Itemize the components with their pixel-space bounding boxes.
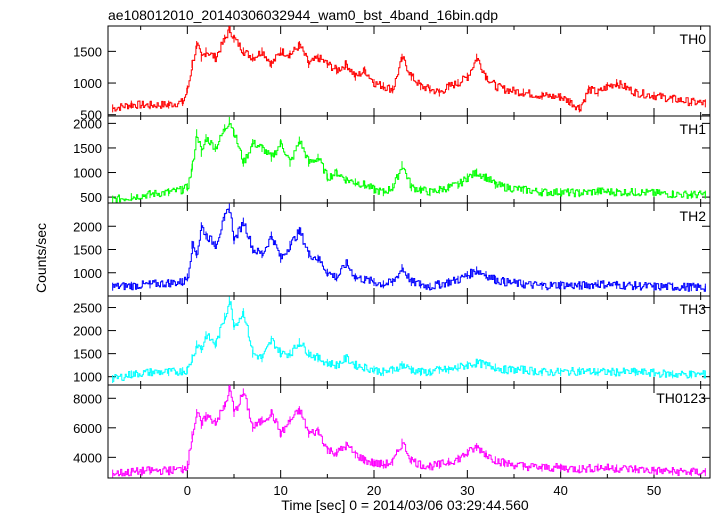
- panel-th0123: 4000 6000 8000 TH0123: [73, 384, 711, 479]
- x-tick-label: 40: [553, 483, 567, 498]
- panel-frame: [107, 25, 711, 117]
- panel-th2: 1000 1500 2000 TH2: [73, 202, 711, 297]
- y-tick-label: 2000: [73, 219, 102, 234]
- y-axis-label: Counts/sec: [33, 223, 49, 293]
- y-tick-label: 1500: [73, 44, 102, 59]
- x-tick-label: 0: [184, 483, 191, 498]
- y-tick-label: 2000: [73, 116, 102, 131]
- x-tick-label: 50: [647, 483, 661, 498]
- series-line-th1: [112, 123, 706, 203]
- panel-label: TH3: [680, 301, 707, 317]
- y-tick-label: 1500: [73, 141, 102, 156]
- series-line-th2: [112, 208, 706, 292]
- panel-frame: [107, 384, 711, 479]
- panel-frame: [107, 115, 711, 204]
- y-tick-label: 1000: [73, 266, 102, 281]
- panel-label: TH2: [680, 208, 707, 224]
- panel-label: TH1: [680, 121, 707, 137]
- panel-label: TH0123: [656, 390, 706, 406]
- series-line-th3: [112, 301, 706, 382]
- x-tick-label: 20: [367, 483, 381, 498]
- panel-th0: 500 1000 1500 TH0: [73, 25, 711, 123]
- y-tick-label: 500: [80, 190, 102, 205]
- y-tick-label: 2500: [73, 301, 102, 316]
- x-axis-label: Time [sec] 0 = 2014/03/06 03:29:44.560: [281, 497, 529, 513]
- y-tick-label: 1000: [73, 76, 102, 91]
- series-line-th0: [112, 26, 706, 112]
- panel-th3: 1000 1500 2000 2500 TH3: [73, 295, 711, 386]
- x-tick-label: 30: [460, 483, 474, 498]
- chart-title: ae108012010_20140306032944_wam0_bst_4ban…: [108, 7, 498, 23]
- series-line-th0123: [112, 385, 706, 477]
- y-tick-label: 1000: [73, 370, 102, 385]
- y-tick-label: 1500: [73, 347, 102, 362]
- y-tick-label: 4000: [73, 450, 102, 465]
- y-tick-label: 8000: [73, 391, 102, 406]
- y-tick-label: 1000: [73, 166, 102, 181]
- y-tick-label: 2000: [73, 324, 102, 339]
- x-tick-label: 10: [273, 483, 287, 498]
- panel-th1: 500 1000 1500 2000 TH1: [73, 115, 711, 205]
- y-tick-label: 500: [80, 108, 102, 123]
- y-tick-label: 6000: [73, 421, 102, 436]
- panel-label: TH0: [680, 31, 707, 47]
- y-tick-label: 1500: [73, 243, 102, 258]
